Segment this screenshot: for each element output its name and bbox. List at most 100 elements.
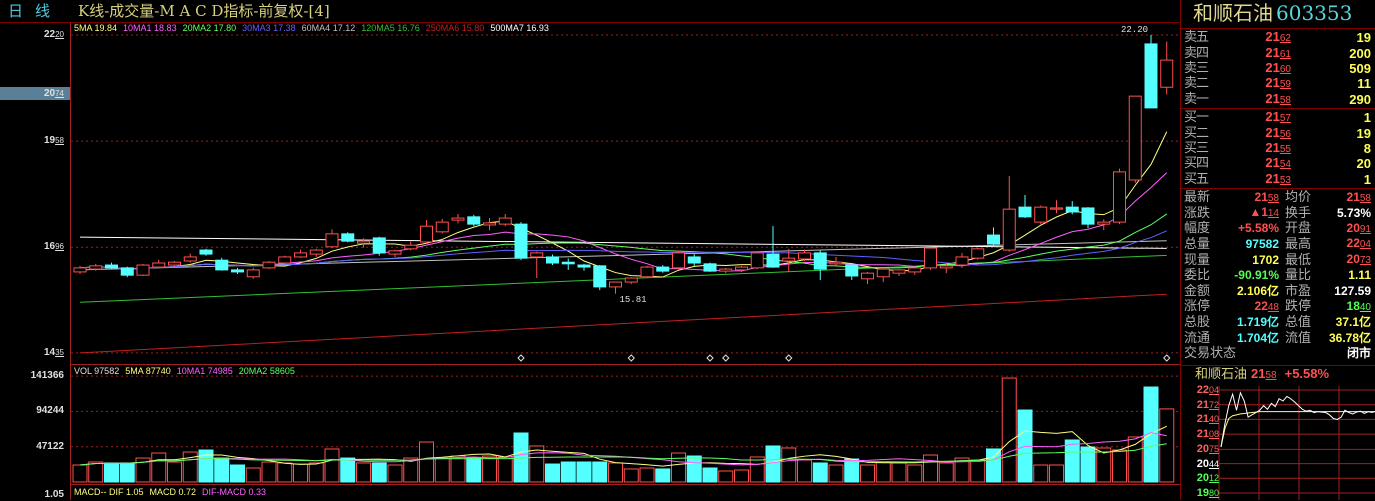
candle[interactable]	[750, 251, 764, 270]
candle[interactable]	[845, 263, 859, 281]
order-row[interactable]: 卖五 2162 19	[1181, 29, 1375, 45]
candle[interactable]	[640, 265, 654, 278]
candle[interactable]	[813, 250, 827, 281]
candle[interactable]	[939, 262, 953, 274]
candle-body	[546, 256, 559, 264]
order-row[interactable]: 买一 2157 1	[1181, 109, 1375, 125]
candle[interactable]	[404, 241, 418, 251]
order-row[interactable]: 卖四 2161 200	[1181, 45, 1375, 61]
event-marker-icon[interactable]	[627, 354, 635, 362]
candle[interactable]	[971, 248, 985, 260]
candle[interactable]	[451, 214, 465, 224]
candle[interactable]	[766, 226, 780, 268]
candle[interactable]	[341, 232, 355, 243]
candle[interactable]	[1144, 35, 1158, 109]
candle[interactable]	[1002, 175, 1016, 252]
candle[interactable]	[656, 265, 670, 273]
candle[interactable]	[514, 222, 528, 261]
candle[interactable]	[703, 262, 717, 272]
event-marker-icon[interactable]	[706, 354, 714, 362]
candle[interactable]	[1160, 41, 1174, 95]
candle[interactable]	[357, 238, 370, 248]
candle[interactable]	[420, 220, 433, 244]
candle[interactable]	[829, 256, 843, 266]
candle[interactable]	[136, 263, 150, 276]
candle[interactable]	[278, 255, 292, 264]
candle[interactable]	[624, 277, 638, 285]
candle[interactable]	[388, 249, 402, 257]
order-volume: 509	[1349, 60, 1371, 76]
candle[interactable]	[861, 271, 874, 285]
candle[interactable]	[782, 248, 796, 272]
event-marker-icon[interactable]	[785, 354, 793, 362]
candle[interactable]	[593, 265, 607, 291]
candle[interactable]	[231, 267, 244, 274]
candle[interactable]	[577, 263, 591, 271]
order-row[interactable]: 买二 2156 19	[1181, 125, 1375, 141]
order-row[interactable]: 买五 2153 1	[1181, 171, 1375, 187]
candle[interactable]	[1128, 95, 1142, 183]
event-marker-icon[interactable]	[722, 354, 730, 362]
candle[interactable]	[262, 260, 276, 270]
candle[interactable]	[530, 251, 544, 278]
period-label[interactable]: 日线	[8, 2, 63, 20]
candle[interactable]	[215, 257, 229, 271]
candle[interactable]	[546, 254, 559, 266]
order-row[interactable]: 买三 2155 8	[1181, 140, 1375, 156]
event-marker-icon[interactable]	[1163, 354, 1171, 362]
candle[interactable]	[467, 214, 481, 227]
candle[interactable]	[687, 254, 701, 266]
candle[interactable]	[498, 214, 512, 227]
candle[interactable]	[1050, 200, 1063, 214]
candle[interactable]	[609, 281, 622, 294]
candle[interactable]	[561, 258, 575, 270]
candle[interactable]	[924, 247, 937, 270]
candle[interactable]	[152, 259, 166, 268]
candle[interactable]	[105, 262, 118, 270]
volume-bar	[576, 461, 592, 483]
candle[interactable]	[735, 265, 748, 272]
order-row[interactable]: 卖二 2159 11	[1181, 75, 1375, 91]
candle[interactable]	[325, 229, 339, 249]
order-row[interactable]: 买四 2154 20	[1181, 155, 1375, 171]
candle[interactable]	[876, 267, 890, 283]
candle[interactable]	[908, 266, 922, 275]
candle[interactable]	[483, 218, 496, 231]
candle[interactable]	[892, 269, 906, 276]
stat-value: 2158	[1217, 190, 1279, 206]
candle[interactable]	[798, 249, 811, 261]
candle[interactable]	[1113, 168, 1126, 225]
candle[interactable]	[294, 249, 307, 258]
order-label: 卖四	[1184, 45, 1209, 61]
candle[interactable]	[309, 248, 323, 257]
candle[interactable]	[73, 265, 87, 274]
candle[interactable]	[372, 236, 386, 256]
candle[interactable]	[1034, 205, 1048, 225]
event-marker-icon[interactable]	[517, 354, 525, 362]
kline-chart[interactable]: 22.20 15.81	[0, 0, 1180, 500]
candle[interactable]	[719, 267, 733, 274]
tick-int: 22	[43, 29, 56, 40]
dec: 04	[1359, 239, 1371, 251]
intraday-mini-chart[interactable]: 和顺石油 2158 +5.58% 2204 2172 2140 2108 2075 2044 2…	[1181, 365, 1375, 500]
candle[interactable]	[1097, 219, 1111, 231]
order-row[interactable]: 卖三 2160 509	[1181, 60, 1375, 76]
candle[interactable]	[199, 248, 213, 256]
candle[interactable]	[89, 263, 103, 271]
candle[interactable]	[120, 266, 134, 278]
candle[interactable]	[183, 253, 197, 263]
candle-body	[498, 217, 512, 225]
v: 1.11	[1348, 268, 1371, 283]
candle[interactable]	[435, 218, 449, 234]
candle[interactable]	[1081, 207, 1095, 229]
candle[interactable]	[246, 267, 260, 279]
candle[interactable]	[955, 252, 969, 268]
candle[interactable]	[168, 260, 181, 267]
order-row[interactable]: 卖一 2158 290	[1181, 91, 1375, 107]
candle-body	[1065, 206, 1079, 213]
candle[interactable]	[987, 227, 1000, 246]
candle[interactable]	[1065, 201, 1079, 215]
candle[interactable]	[1018, 194, 1032, 219]
candle[interactable]	[672, 250, 685, 270]
volume-bar	[923, 454, 938, 483]
